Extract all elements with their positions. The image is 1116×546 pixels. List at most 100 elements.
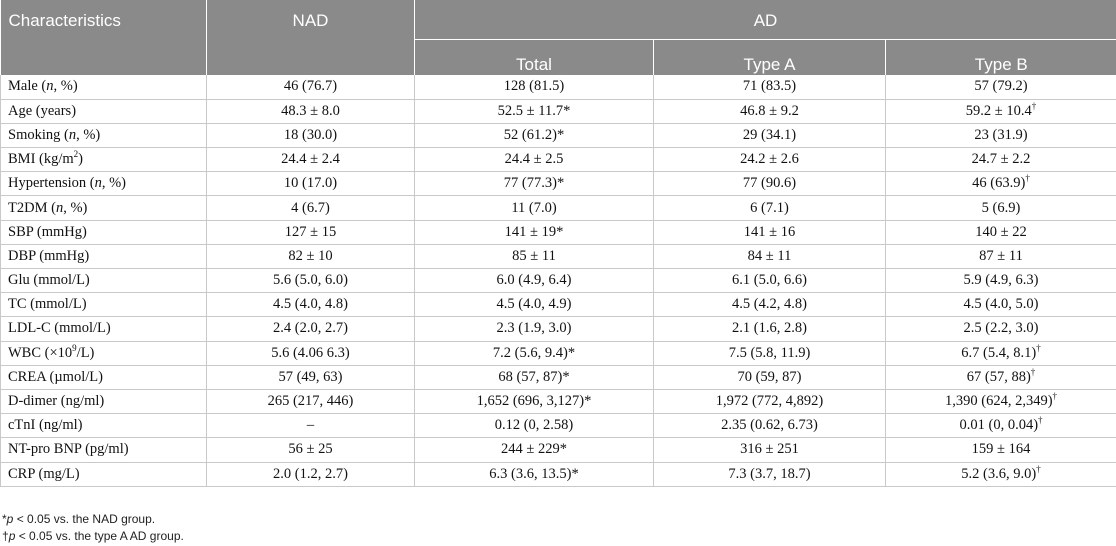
row-label-text: Glu (mmol/L) [8,272,90,289]
cell-value: 23 (31.9) [974,126,1028,143]
cell-total: 244 ± 229* [414,437,654,463]
cell-value: 6.0 (4.9, 6.4) [496,272,572,289]
cell-type-a: 2.1 (1.6, 2.8) [653,316,886,342]
row-label: CRP (mg/L) [0,462,207,487]
cell-type-b: 2.5 (2.2, 3.0) [885,316,1116,342]
cell-value: 46 (63.9) [972,175,1026,192]
cell-value: 5 (6.9) [981,199,1021,216]
cell-value: 128 (81.5) [503,78,565,95]
cell-nad: 5.6 (5.0, 6.0) [206,268,415,294]
header-characteristics: Characteristics [0,0,207,75]
cell-value: 6.3 (3.6, 13.5)* [489,465,579,482]
cell-nad: 57 (49, 63) [206,365,415,390]
table-row: Smoking (n, %) 18 (30.0) 52 (61.2)* 29 (34.… [0,123,1116,149]
cell-value: 159 ± 164 [971,441,1031,458]
row-label-close: /L) [76,344,95,361]
table-row: TC (mmol/L) 4.5 (4.0, 4.8) 4.5 (4.0, 4.9) 4… [0,292,1116,318]
cell-value: 67 (57, 88) [966,368,1031,385]
row-label-paren: ( [60,126,69,143]
cell-value: 141 ± 19* [504,223,564,240]
table-row: DBP (mmHg) 82 ± 10 85 ± 11 84 ± 11 87 ± 11 [0,244,1116,270]
table-row: cTnI (ng/ml) – 0.12 (0, 2.58) 2.35 (0.62, 6… [0,413,1116,439]
table-row: Age (years) 48.3 ± 8.0 52.5 ± 11.7* 46.8 ± … [0,99,1116,124]
cell-nad: 56 ± 25 [206,437,415,463]
cell-total: 52.5 ± 11.7* [414,99,654,124]
row-label: Hypertension (n, %) [0,171,207,197]
cell-value: 56 ± 25 [288,441,333,458]
row-label-text: CREA (µmol/L) [8,368,103,385]
cell-nad: – [206,413,415,439]
cell-value: 1,652 (696, 3,127)* [476,393,592,410]
cell-nad: 48.3 ± 8.0 [206,99,415,124]
footnote-p: p [8,529,16,543]
cell-value: 7.3 (3.7, 18.7) [728,465,811,482]
table-row: Hypertension (n, %) 10 (17.0) 77 (77.3)* 77… [0,171,1116,197]
cell-value: 29 (34.1) [742,126,797,143]
footnote-type-a: †p < 0.05 vs. the type A AD group. [2,528,184,545]
row-label-italic: n [94,175,102,192]
cell-type-b: 5.2 (3.6, 9.0)† [885,462,1116,487]
cell-nad: 4 (6.7) [206,195,415,221]
cell-value: 24.4 ± 2.5 [504,151,564,168]
table-row: LDL-C (mmol/L) 2.4 (2.0, 2.7) 2.3 (1.9, 3.… [0,316,1116,342]
cell-nad: 46 (76.7) [206,75,415,100]
cell-type-a: 70 (59, 87) [653,365,886,390]
cell-nad: 265 (217, 446) [206,389,415,415]
row-label-italic: n [46,78,54,95]
cell-type-a: 1,972 (772, 4,892) [653,389,886,415]
cell-type-a: 316 ± 251 [653,437,886,463]
row-label: T2DM (n, %) [0,195,207,221]
table-row: D-dimer (ng/ml) 265 (217, 446) 1,652 (696,… [0,389,1116,415]
dagger-mark: † [1025,173,1030,184]
cell-nad: 24.4 ± 2.4 [206,147,415,173]
row-label: D-dimer (ng/ml) [0,389,207,415]
cell-value: 4.5 (4.0, 4.9) [496,296,572,313]
cell-value: 57 (79.2) [974,78,1028,95]
cell-value: 71 (83.5) [742,78,797,95]
cell-value: 24.2 ± 2.6 [740,151,799,168]
row-label: NT-pro BNP (pg/ml) [0,437,207,463]
row-label-sup: 9 [72,342,77,353]
cell-type-a: 141 ± 16 [653,220,886,245]
footnote-text: < 0.05 vs. the NAD group. [13,512,156,526]
cell-total: 52 (61.2)* [414,123,654,149]
cell-nad: 2.4 (2.0, 2.7) [206,316,415,342]
header-ad: AD [414,0,1116,39]
row-label-text: T2DM [8,199,48,216]
cell-value: 84 ± 11 [747,247,792,264]
row-label: DBP (mmHg) [0,244,207,270]
dagger-mark: † [1030,367,1036,378]
cell-value: 4.5 (4.0, 4.8) [273,296,348,313]
row-label-text: NT-pro BNP (pg/ml) [8,441,129,458]
cell-value: – [306,417,315,434]
row-label-text: DBP (mmHg) [8,247,90,264]
table-row: CREA (µmol/L) 57 (49, 63) 68 (57, 87)* 70 (… [0,365,1116,390]
row-label-text: Male [8,78,38,95]
cell-value: 0.01 (0, 0.04) [959,417,1039,434]
row-label-suffix: , %) [101,175,127,192]
cell-value: 4 (6.7) [291,199,330,216]
row-label-suffix: , %) [53,78,78,95]
cell-total: 0.12 (0, 2.58) [414,413,654,439]
row-label: LDL-C (mmol/L) [0,316,207,342]
header-total: Total [414,38,654,75]
cell-value: 2.0 (1.2, 2.7) [273,465,348,482]
row-label-text: Hypertension [8,175,87,192]
cell-total: 7.2 (5.6, 9.4)* [414,341,654,366]
cell-value: 6 (7.1) [750,199,789,216]
row-label-italic: n [55,199,64,216]
row-label: cTnI (ng/ml) [0,413,207,439]
row-label-suffix: , %) [76,126,101,143]
row-label-paren: ( [37,78,47,95]
table-row: BMI (kg/m2) 24.4 ± 2.4 24.4 ± 2.5 24.2 ± 2.… [0,147,1116,173]
cell-total: 85 ± 11 [414,244,654,270]
cell-total: 2.3 (1.9, 3.0) [414,316,654,342]
cell-type-a: 7.5 (5.8, 11.9) [653,341,886,366]
cell-type-b: 59.2 ± 10.4† [885,99,1116,124]
cell-value: 5.2 (3.6, 9.0) [961,465,1037,482]
cell-value: 7.5 (5.8, 11.9) [728,344,811,361]
row-label-paren: ( [86,175,95,192]
cell-value: 46.8 ± 9.2 [740,102,799,119]
row-label-text: SBP (mmHg) [8,223,87,240]
footnotes: *p < 0.05 vs. the NAD group. †p < 0.05 v… [2,511,184,545]
